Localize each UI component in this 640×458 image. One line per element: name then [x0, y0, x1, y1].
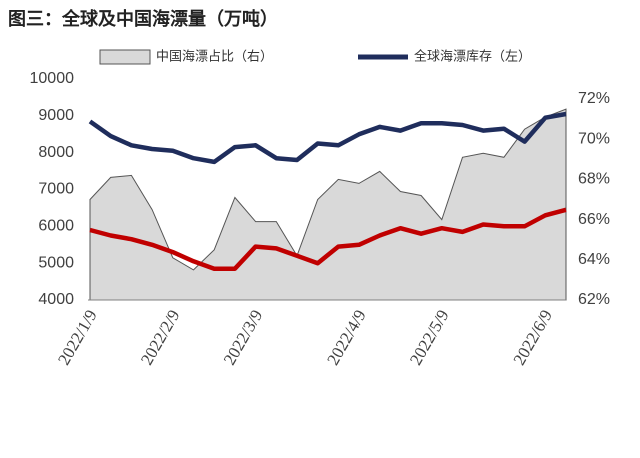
x-tick-label: 2022/2/9	[137, 306, 184, 368]
y2-tick-label: 64%	[578, 251, 610, 268]
y-tick-label: 7000	[38, 181, 74, 198]
legend-label: 全球海漂库存（左）	[414, 49, 531, 65]
y2-tick-label: 68%	[578, 171, 610, 188]
x-tick-label: 2022/1/9	[54, 306, 101, 368]
y-tick-label: 6000	[38, 218, 74, 235]
x-tick-label: 2022/6/9	[509, 306, 556, 368]
y2-tick-label: 66%	[578, 211, 610, 228]
y2-tick-label: 72%	[578, 90, 610, 107]
x-tick-label: 2022/5/9	[406, 306, 453, 368]
y-tick-label: 4000	[38, 291, 74, 308]
y-tick-label: 10000	[30, 70, 75, 87]
y-tick-label: 5000	[38, 254, 74, 271]
y-tick-label: 8000	[38, 144, 74, 161]
y2-tick-label: 62%	[578, 291, 610, 308]
area	[89, 108, 567, 301]
chart-title: 图三：全球及中国海漂量（万吨）	[8, 8, 278, 30]
line	[88, 111, 567, 165]
y-tick-label: 9000	[38, 107, 74, 124]
legend-swatch	[99, 49, 151, 65]
x-tick-label: 2022/4/9	[323, 306, 370, 368]
legend-label: 中国海漂占比（右）	[156, 49, 273, 65]
line	[89, 207, 567, 271]
y2-tick-label: 70%	[578, 130, 610, 147]
x-tick-label: 2022/3/9	[220, 306, 267, 368]
